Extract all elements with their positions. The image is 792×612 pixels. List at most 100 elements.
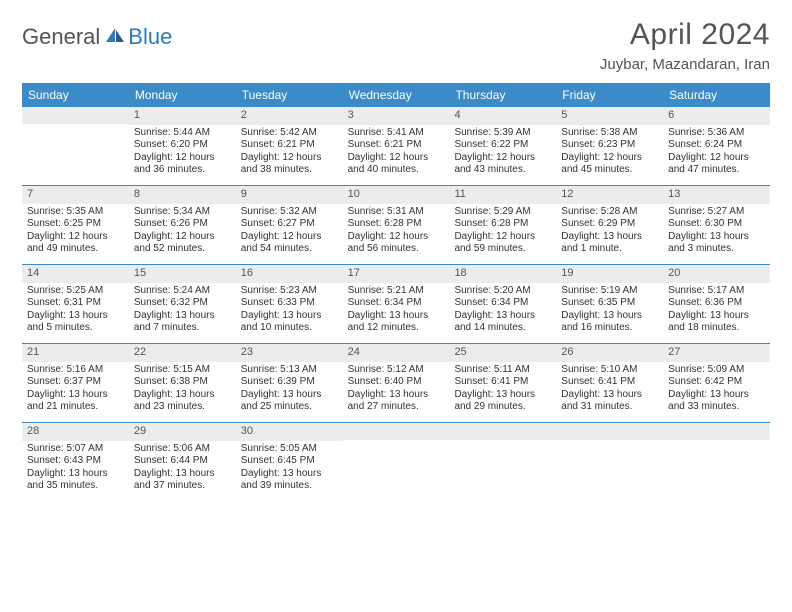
calendar-cell — [556, 423, 663, 501]
cell-details: Sunrise: 5:28 AMSunset: 6:29 PMDaylight:… — [556, 204, 663, 260]
cell-details: Sunrise: 5:17 AMSunset: 6:36 PMDaylight:… — [663, 283, 770, 339]
detail-sunset: Sunset: 6:39 PM — [241, 376, 338, 389]
detail-sunset: Sunset: 6:43 PM — [27, 455, 124, 468]
day-number: 28 — [22, 423, 129, 441]
day-number: 13 — [663, 186, 770, 204]
detail-sunrise: Sunrise: 5:39 AM — [454, 127, 551, 140]
calendar-cell: 1Sunrise: 5:44 AMSunset: 6:20 PMDaylight… — [129, 107, 236, 185]
detail-sunrise: Sunrise: 5:42 AM — [241, 127, 338, 140]
detail-daylight1: Daylight: 12 hours — [561, 152, 658, 165]
cell-details: Sunrise: 5:09 AMSunset: 6:42 PMDaylight:… — [663, 362, 770, 418]
detail-daylight1: Daylight: 12 hours — [348, 231, 445, 244]
day-number — [343, 423, 450, 440]
calendar-cell: 29Sunrise: 5:06 AMSunset: 6:44 PMDayligh… — [129, 423, 236, 501]
detail-daylight1: Daylight: 13 hours — [561, 231, 658, 244]
calendar-cell: 27Sunrise: 5:09 AMSunset: 6:42 PMDayligh… — [663, 344, 770, 422]
week-row: 28Sunrise: 5:07 AMSunset: 6:43 PMDayligh… — [22, 423, 770, 501]
calendar-cell — [449, 423, 556, 501]
detail-sunset: Sunset: 6:34 PM — [454, 297, 551, 310]
detail-daylight2: and 43 minutes. — [454, 164, 551, 177]
cell-details: Sunrise: 5:21 AMSunset: 6:34 PMDaylight:… — [343, 283, 450, 339]
detail-sunset: Sunset: 6:22 PM — [454, 139, 551, 152]
logo: General Blue — [22, 24, 172, 50]
detail-sunset: Sunset: 6:23 PM — [561, 139, 658, 152]
calendar-cell: 30Sunrise: 5:05 AMSunset: 6:45 PMDayligh… — [236, 423, 343, 501]
detail-sunset: Sunset: 6:44 PM — [134, 455, 231, 468]
detail-sunrise: Sunrise: 5:06 AM — [134, 443, 231, 456]
logo-text-blue: Blue — [128, 24, 172, 50]
detail-sunset: Sunset: 6:25 PM — [27, 218, 124, 231]
cell-details: Sunrise: 5:11 AMSunset: 6:41 PMDaylight:… — [449, 362, 556, 418]
detail-daylight2: and 35 minutes. — [27, 480, 124, 493]
detail-daylight1: Daylight: 13 hours — [27, 468, 124, 481]
day-header-row: Sunday Monday Tuesday Wednesday Thursday… — [22, 83, 770, 107]
detail-sunrise: Sunrise: 5:38 AM — [561, 127, 658, 140]
week-row: 1Sunrise: 5:44 AMSunset: 6:20 PMDaylight… — [22, 107, 770, 186]
detail-daylight2: and 25 minutes. — [241, 401, 338, 414]
detail-sunset: Sunset: 6:24 PM — [668, 139, 765, 152]
detail-daylight1: Daylight: 12 hours — [348, 152, 445, 165]
detail-daylight2: and 49 minutes. — [27, 243, 124, 256]
detail-daylight1: Daylight: 13 hours — [561, 389, 658, 402]
detail-daylight2: and 27 minutes. — [348, 401, 445, 414]
detail-daylight1: Daylight: 13 hours — [241, 310, 338, 323]
day-number: 10 — [343, 186, 450, 204]
cell-details: Sunrise: 5:19 AMSunset: 6:35 PMDaylight:… — [556, 283, 663, 339]
detail-sunrise: Sunrise: 5:27 AM — [668, 206, 765, 219]
logo-text-general: General — [22, 24, 100, 50]
detail-daylight2: and 12 minutes. — [348, 322, 445, 335]
detail-daylight2: and 23 minutes. — [134, 401, 231, 414]
detail-daylight2: and 37 minutes. — [134, 480, 231, 493]
day-number — [663, 423, 770, 440]
calendar: Sunday Monday Tuesday Wednesday Thursday… — [22, 83, 770, 501]
detail-daylight1: Daylight: 13 hours — [348, 389, 445, 402]
dayname-mon: Monday — [129, 83, 236, 107]
detail-sunset: Sunset: 6:28 PM — [348, 218, 445, 231]
cell-details: Sunrise: 5:10 AMSunset: 6:41 PMDaylight:… — [556, 362, 663, 418]
detail-daylight1: Daylight: 13 hours — [668, 310, 765, 323]
calendar-cell: 11Sunrise: 5:29 AMSunset: 6:28 PMDayligh… — [449, 186, 556, 264]
detail-sunset: Sunset: 6:42 PM — [668, 376, 765, 389]
detail-sunrise: Sunrise: 5:15 AM — [134, 364, 231, 377]
cell-details: Sunrise: 5:06 AMSunset: 6:44 PMDaylight:… — [129, 441, 236, 497]
calendar-cell — [663, 423, 770, 501]
detail-daylight1: Daylight: 12 hours — [668, 152, 765, 165]
cell-details: Sunrise: 5:41 AMSunset: 6:21 PMDaylight:… — [343, 125, 450, 181]
calendar-cell: 15Sunrise: 5:24 AMSunset: 6:32 PMDayligh… — [129, 265, 236, 343]
detail-sunrise: Sunrise: 5:32 AM — [241, 206, 338, 219]
calendar-cell: 5 Sunrise: 5:38 AMSunset: 6:23 PMDaylight… — [556, 107, 663, 185]
detail-sunset: Sunset: 6:21 PM — [241, 139, 338, 152]
day-number: 7 — [22, 186, 129, 204]
day-number: 29 — [129, 423, 236, 441]
detail-sunset: Sunset: 6:21 PM — [348, 139, 445, 152]
detail-daylight1: Daylight: 12 hours — [454, 152, 551, 165]
detail-daylight2: and 47 minutes. — [668, 164, 765, 177]
detail-daylight1: Daylight: 12 hours — [241, 152, 338, 165]
calendar-cell: 14Sunrise: 5:25 AMSunset: 6:31 PMDayligh… — [22, 265, 129, 343]
detail-sunset: Sunset: 6:26 PM — [134, 218, 231, 231]
detail-sunset: Sunset: 6:45 PM — [241, 455, 338, 468]
detail-daylight1: Daylight: 13 hours — [668, 231, 765, 244]
week-row: 14Sunrise: 5:25 AMSunset: 6:31 PMDayligh… — [22, 265, 770, 344]
detail-daylight2: and 16 minutes. — [561, 322, 658, 335]
calendar-cell: 9Sunrise: 5:32 AMSunset: 6:27 PMDaylight… — [236, 186, 343, 264]
detail-sunrise: Sunrise: 5:24 AM — [134, 285, 231, 298]
detail-sunset: Sunset: 6:38 PM — [134, 376, 231, 389]
detail-sunrise: Sunrise: 5:23 AM — [241, 285, 338, 298]
detail-sunrise: Sunrise: 5:12 AM — [348, 364, 445, 377]
calendar-cell: 21Sunrise: 5:16 AMSunset: 6:37 PMDayligh… — [22, 344, 129, 422]
detail-daylight2: and 21 minutes. — [27, 401, 124, 414]
detail-sunset: Sunset: 6:30 PM — [668, 218, 765, 231]
day-number: 5 — [556, 107, 663, 125]
detail-sunset: Sunset: 6:27 PM — [241, 218, 338, 231]
detail-daylight2: and 10 minutes. — [241, 322, 338, 335]
header: General Blue April 2024 Juybar, Mazandar… — [22, 18, 770, 73]
calendar-cell: 3Sunrise: 5:41 AMSunset: 6:21 PMDaylight… — [343, 107, 450, 185]
detail-daylight1: Daylight: 13 hours — [134, 389, 231, 402]
detail-sunrise: Sunrise: 5:10 AM — [561, 364, 658, 377]
calendar-cell: 13 Sunrise: 5:27 AMSunset: 6:30 PMDayligh… — [663, 186, 770, 264]
day-number: 25 — [449, 344, 556, 362]
detail-daylight1: Daylight: 12 hours — [241, 231, 338, 244]
calendar-cell: 8Sunrise: 5:34 AMSunset: 6:26 PMDaylight… — [129, 186, 236, 264]
detail-sunrise: Sunrise: 5:41 AM — [348, 127, 445, 140]
